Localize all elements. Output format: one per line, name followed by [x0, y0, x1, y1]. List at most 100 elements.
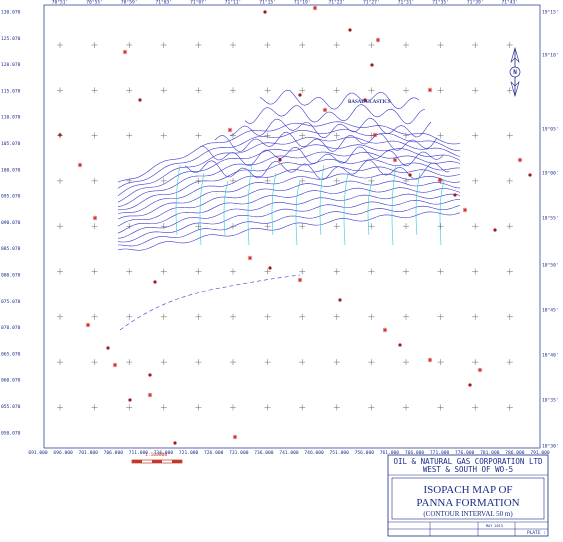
left-label: 115.070 [1, 88, 21, 94]
grid-cross [92, 404, 98, 410]
left-label: 080.070 [1, 273, 21, 279]
north-arrow: N [510, 48, 520, 96]
well [148, 393, 152, 397]
top-label: 71°15' [259, 0, 276, 6]
map-frame [44, 5, 540, 448]
well [323, 108, 327, 112]
grid-cross [507, 42, 513, 48]
grid-cross [403, 359, 409, 365]
date: MAY 2013 [486, 524, 503, 528]
left-label: 065.070 [1, 351, 21, 357]
well [123, 50, 127, 54]
grid-cross [195, 223, 201, 229]
top-label: 71°27' [363, 0, 380, 6]
bottom-label: 791.000 [530, 450, 550, 456]
contour [185, 160, 449, 180]
grid-cross [403, 314, 409, 320]
fault-line [344, 173, 348, 245]
well [228, 128, 232, 132]
bottom-label: 726.000 [204, 450, 224, 456]
grid-cross [299, 87, 305, 93]
grid-cross [334, 404, 340, 410]
well [298, 93, 301, 96]
grid-cross [230, 314, 236, 320]
grid-cross [438, 314, 444, 320]
left-label: 050.070 [1, 430, 21, 436]
grid-cross [57, 42, 63, 48]
left-label: 120.070 [1, 62, 21, 68]
well [58, 133, 61, 136]
well [373, 133, 377, 137]
grid-cross [438, 223, 444, 229]
grid-cross [438, 87, 444, 93]
grid-cross [92, 359, 98, 365]
grid-cross [92, 269, 98, 275]
grid-cross [507, 223, 513, 229]
dashed-contour [120, 275, 300, 330]
grid-cross [403, 133, 409, 139]
left-label: 070.070 [1, 325, 21, 331]
fault-line [272, 173, 276, 235]
grid-cross [507, 178, 513, 184]
right-label: 18°35' [542, 398, 559, 404]
grid-cross [472, 87, 478, 93]
right-label: 18°40' [542, 353, 559, 359]
grid-cross [507, 133, 513, 139]
grid-cross [368, 269, 374, 275]
grid-cross [57, 87, 63, 93]
title-line-1: ISOPACH MAP OF [423, 484, 512, 496]
grid-cross [507, 404, 513, 410]
bottom-label: 781.000 [480, 450, 500, 456]
well [478, 368, 482, 372]
grid-cross [472, 269, 478, 275]
left-label: 075.070 [1, 299, 21, 305]
grid-cross [334, 314, 340, 320]
grid-cross [368, 404, 374, 410]
right-label: 18°30' [542, 444, 559, 450]
grid-cross [126, 133, 132, 139]
fault-line [200, 173, 204, 245]
left-label: 095.070 [1, 194, 21, 200]
grid-cross [57, 178, 63, 184]
well [393, 158, 397, 162]
bottom-label: 741.000 [279, 450, 299, 456]
grid-cross [403, 269, 409, 275]
left-label: 060.070 [1, 378, 21, 384]
grid-cross [92, 178, 98, 184]
well [86, 323, 90, 327]
top-label: 71°39' [467, 0, 484, 6]
right-label: 19°00' [542, 171, 559, 177]
grid-cross [161, 269, 167, 275]
contour [245, 105, 425, 124]
right-label: 18°50' [542, 263, 559, 269]
grid-cross [403, 87, 409, 93]
subtitle: (CONTOUR INTERVAL 50 m) [423, 510, 513, 518]
grid-cross [472, 42, 478, 48]
grid-cross [265, 87, 271, 93]
grid-cross [161, 404, 167, 410]
grid-cross [299, 404, 305, 410]
grid-cross [472, 359, 478, 365]
left-label: 110.070 [1, 115, 21, 121]
well [148, 373, 151, 376]
grid-cross [403, 404, 409, 410]
well [173, 441, 176, 444]
grid-cross [57, 404, 63, 410]
well [113, 363, 117, 367]
grid-cross [472, 314, 478, 320]
grid-cross [265, 314, 271, 320]
well [428, 358, 432, 362]
grid-cross [334, 359, 340, 365]
fault-line [224, 181, 228, 235]
grid-cross [92, 133, 98, 139]
well [383, 328, 387, 332]
grid-cross [57, 223, 63, 229]
grid-cross [438, 42, 444, 48]
top-label: 71°03' [155, 0, 172, 6]
grid-cross [472, 133, 478, 139]
left-label: 130.070 [1, 10, 21, 16]
bottom-label: 721.000 [179, 450, 199, 456]
title-line-2: PANNA FORMATION [416, 497, 519, 509]
grid-cross [472, 178, 478, 184]
well [263, 10, 266, 13]
